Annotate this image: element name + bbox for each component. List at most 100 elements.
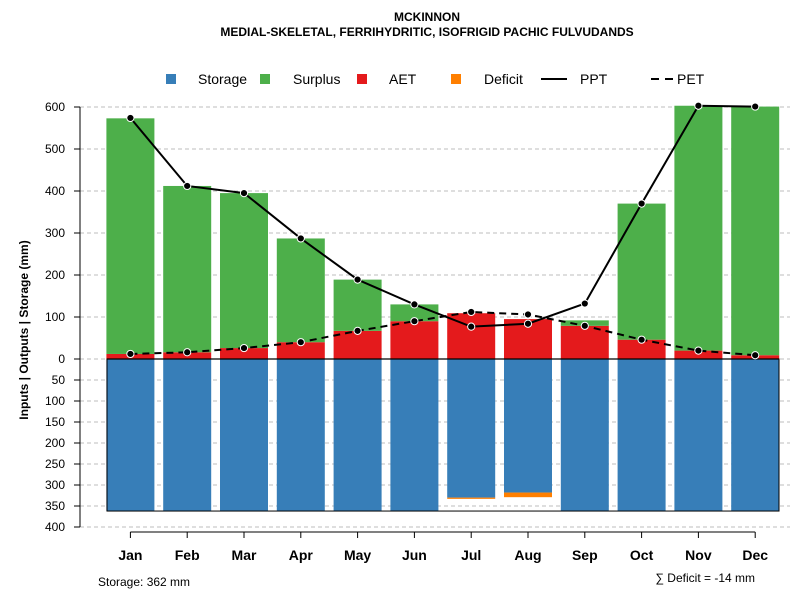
x-tick-label: Oct [630, 547, 654, 563]
storage-bar [106, 359, 155, 512]
aet-bar [276, 342, 325, 359]
storage-bar [333, 359, 382, 512]
storage-annotation: Storage: 362 mm [98, 575, 190, 589]
y-tick-label: 0 [58, 352, 65, 366]
aet-bar [560, 325, 609, 359]
storage-bar [560, 359, 609, 512]
y-tick-label: 300 [45, 226, 65, 240]
pet-point [410, 317, 419, 326]
x-tick-label: Aug [514, 547, 541, 563]
x-tick-label: Jan [118, 547, 142, 563]
legend-swatch-deficit [451, 74, 461, 84]
y-tick-label: 200 [45, 268, 65, 282]
ppt-line [129, 104, 756, 328]
storage-bar [447, 359, 496, 498]
y-tick-label: 600 [45, 100, 65, 114]
pet-point [239, 343, 249, 353]
legend-swatch-aet [357, 74, 367, 84]
lines [126, 101, 760, 360]
legend-swatch-surplus [260, 74, 270, 84]
x-tick-label: Apr [289, 547, 314, 563]
surplus-bar [106, 118, 155, 354]
pet-point [183, 348, 192, 357]
legend-label-surplus: Surplus [293, 71, 340, 87]
y-tick-label: 400 [45, 184, 65, 198]
aet-bar [390, 321, 439, 359]
surplus-bar [333, 279, 382, 331]
y-axis-label: Inputs | Outputs | Storage (mm) [17, 240, 31, 419]
ppt-point [410, 300, 419, 309]
ppt-point [580, 299, 589, 308]
surplus-bar [674, 105, 723, 351]
storage-bar [390, 359, 439, 512]
legend-label-ppt: PPT [580, 71, 608, 87]
y-tick-label: 150 [45, 415, 65, 429]
chart-subtitle: MEDIAL-SKELETAL, FERRIHYDRITIC, ISOFRIGI… [220, 25, 633, 39]
legend-label-pet: PET [677, 71, 705, 87]
x-tick-label: Feb [175, 547, 200, 563]
pet-point [296, 338, 305, 347]
aet-bar [333, 330, 382, 359]
ppt-point [751, 102, 760, 111]
deficit-annotation: ∑ Deficit = -14 mm [655, 571, 755, 585]
storage-capacity-frame [106, 358, 780, 512]
ppt-point [126, 113, 135, 123]
legend-label-deficit: Deficit [484, 71, 523, 87]
deficit-bar [504, 492, 552, 498]
storage-bar [504, 359, 552, 493]
pet-point [353, 326, 362, 335]
x-tick-label: Dec [742, 547, 768, 563]
bars [106, 105, 780, 512]
surplus-bar [731, 106, 780, 356]
ppt-point [183, 181, 192, 191]
aet-bar [617, 339, 666, 359]
surplus-bar [617, 203, 666, 340]
y-tick-label: 350 [45, 499, 65, 513]
surplus-bar [220, 193, 268, 349]
x-tick-label: Jun [402, 547, 427, 563]
storage-bar [220, 359, 268, 512]
aet-bar [220, 348, 268, 359]
pet-point [751, 351, 760, 360]
pet-point [580, 321, 589, 330]
storage-bar [276, 359, 325, 512]
x-tick-label: May [344, 547, 371, 563]
surplus-bar [163, 185, 212, 353]
deficit-bar [447, 497, 496, 499]
ppt-point [694, 101, 703, 110]
ppt-point [637, 199, 646, 208]
x-tick-label: Mar [232, 547, 257, 563]
pet-point [523, 310, 533, 319]
y-tick-label: 300 [45, 478, 65, 492]
y-tick-label: 200 [45, 436, 65, 450]
pet-point [637, 335, 646, 344]
x-tick-label: Nov [685, 547, 712, 563]
ppt-point [467, 322, 476, 331]
storage-bar [674, 359, 723, 512]
ppt-point [296, 234, 305, 243]
y-tick-label: 50 [52, 373, 66, 387]
y-tick-label: 250 [45, 457, 65, 471]
ppt-point [239, 189, 249, 198]
y-tick-label: 100 [45, 310, 65, 324]
x-tick-label: Sep [572, 547, 598, 563]
ppt-point [523, 319, 533, 328]
axes: 600 500 400 300 200 100 0 50 100 150 200 250 300 350 4… [45, 100, 780, 563]
ppt-point [353, 275, 362, 284]
legend-swatch-storage [166, 74, 176, 84]
surplus-bar [276, 238, 325, 343]
x-tick-label: Jul [461, 547, 481, 563]
chart-title: MCKINNON [394, 10, 460, 24]
legend-label-storage: Storage [198, 71, 247, 87]
y-tick-label: 500 [45, 142, 65, 156]
storage-bar [731, 359, 780, 512]
pet-point [694, 346, 703, 355]
legend-label-aet: AET [389, 71, 417, 87]
legend: Storage Surplus AET Deficit PPT PET [166, 71, 705, 87]
storage-bar [163, 359, 212, 512]
aet-bar [674, 350, 723, 359]
y-tick-label: 400 [45, 520, 65, 534]
pet-point [126, 349, 135, 359]
